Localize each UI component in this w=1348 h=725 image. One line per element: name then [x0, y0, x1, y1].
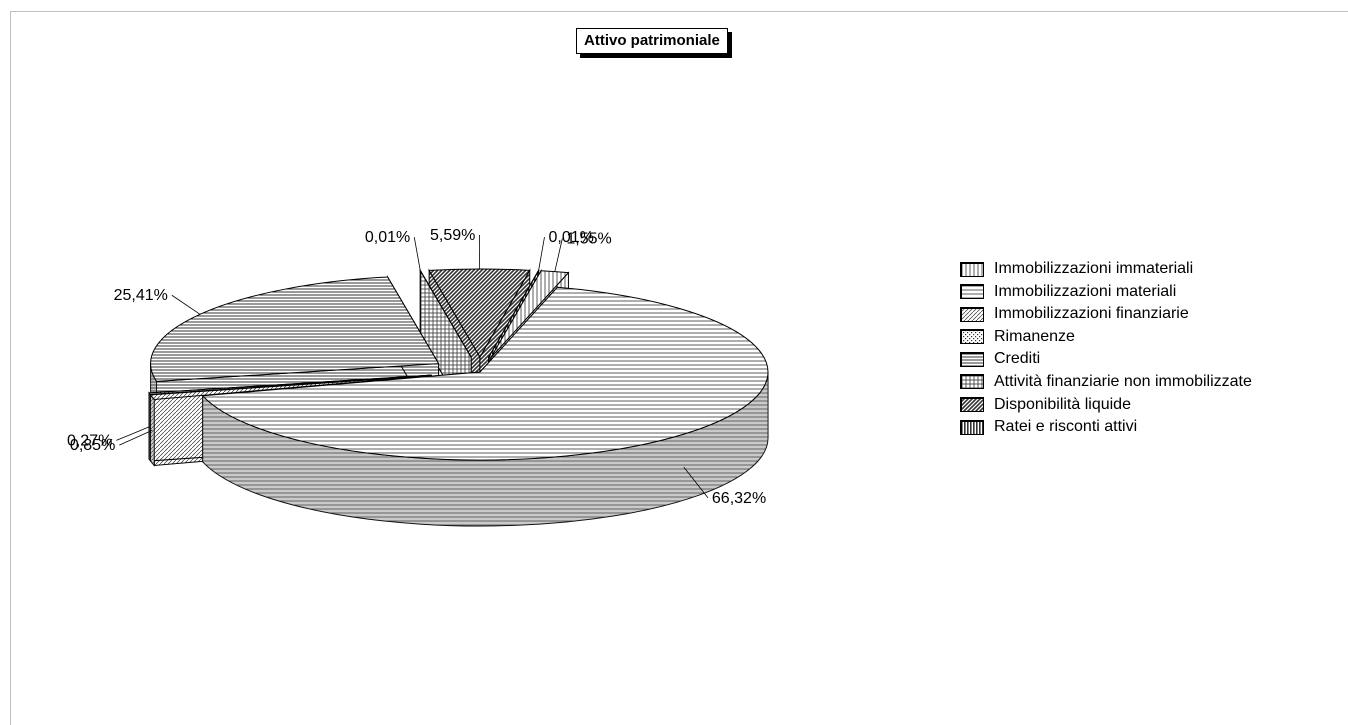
- pie-leader-line: [116, 426, 150, 441]
- legend-label: Immobilizzazioni immateriali: [994, 260, 1194, 277]
- pie-value-label: 66,32%: [712, 490, 766, 507]
- legend-swatch: [960, 261, 984, 277]
- pie-slice-2: [201, 286, 769, 461]
- legend-label: Disponibilità liquide: [994, 395, 1131, 413]
- pie-slice-3: [149, 375, 432, 400]
- pie-value-label: 0,85%: [70, 437, 115, 454]
- legend-item: Immobilizzazioni immateriali: [960, 258, 1252, 280]
- legend-label: Attività finanziarie non immobilizzate: [994, 372, 1252, 390]
- legend-swatch: [960, 397, 984, 413]
- legend-swatch: [960, 329, 984, 345]
- legend-swatch: [960, 284, 984, 300]
- pie-value-label: 0,27%: [67, 432, 112, 449]
- legend-item: Attività finanziarie non immobilizzate: [960, 371, 1252, 393]
- pie-slice-shade: [150, 394, 155, 466]
- pie-value-label: 5,59%: [430, 227, 475, 244]
- pie-slice-4: [148, 374, 432, 395]
- legend-label: Immobilizzazioni finanziarie: [994, 305, 1189, 323]
- pie-leader-line: [554, 238, 563, 272]
- chart-title: Attivo patrimoniale: [576, 28, 728, 54]
- legend-item: Crediti: [960, 348, 1252, 370]
- legend-item: Ratei e risconti attivi: [960, 416, 1252, 438]
- pie-slice-shade: [202, 372, 768, 527]
- pie-value-label: 0,01%: [365, 229, 410, 246]
- legend-item: Disponibilità liquide: [960, 394, 1252, 416]
- pie-leader-line: [538, 237, 545, 271]
- pie-leader-line: [171, 294, 201, 315]
- legend-label: Crediti: [994, 350, 1041, 368]
- pie-leader-line: [119, 429, 153, 446]
- legend-item: Immobilizzazioni materiali: [960, 281, 1252, 303]
- legend-swatch: [960, 419, 984, 435]
- legend-swatch: [960, 351, 984, 367]
- pie-value-label: 0,01%: [548, 229, 593, 246]
- legend-swatch: [960, 306, 984, 322]
- legend-label: Immobilizzazioni materiali: [994, 282, 1177, 300]
- legend-label: Rimanenze: [994, 327, 1075, 345]
- pie-slice-5: [150, 276, 440, 382]
- legend-item: Immobilizzazioni finanziarie: [960, 303, 1252, 325]
- pie-slice-shade: [149, 392, 151, 461]
- pie-value-label: 25,41%: [114, 287, 168, 304]
- legend-item: Rimanenze: [960, 326, 1252, 348]
- pie-leader-line: [413, 237, 421, 271]
- pie-leader-line: [683, 466, 709, 499]
- chart-legend: Immobilizzazioni immateriali Immobilizzaz…: [960, 258, 1252, 439]
- legend-label: Ratei e risconti attivi: [994, 418, 1138, 436]
- pie-value-label: 1,55%: [566, 230, 611, 247]
- legend-swatch: [960, 374, 984, 390]
- chart-area: [10, 11, 1348, 725]
